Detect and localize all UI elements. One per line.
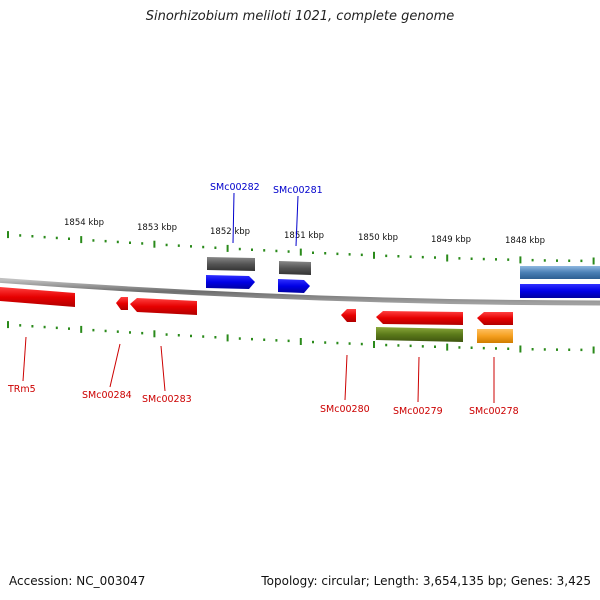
- gene-block[interactable]: [477, 329, 513, 343]
- gene-label[interactable]: SMc00283: [142, 394, 192, 405]
- cds-arrow-SMc00279[interactable]: [376, 311, 463, 325]
- gene-label[interactable]: SMc00281: [273, 185, 323, 196]
- reverse-cds-track: [0, 287, 513, 325]
- inner-tick-ring: [7, 321, 595, 354]
- gene-label[interactable]: SMc00282: [210, 182, 260, 193]
- ruler-label: 1850 kbp: [358, 233, 398, 243]
- genome-backbone: [0, 277, 600, 306]
- gene-block[interactable]: [207, 257, 255, 271]
- ruler-label: 1848 kbp: [505, 236, 545, 246]
- cds-arrow-TRm5[interactable]: [0, 287, 75, 307]
- ruler-label: 1851 kbp: [284, 231, 324, 241]
- reverse-gene-track: [376, 327, 513, 343]
- cds-arrow-SMc00281[interactable]: [278, 279, 310, 293]
- map-title: Sinorhizobium meliloti 1021, complete ge…: [145, 9, 455, 24]
- gene-label[interactable]: SMc00284: [82, 390, 132, 401]
- gene-block[interactable]: [279, 261, 311, 275]
- accession-text: Accession: NC_003047: [9, 574, 146, 588]
- gene-label[interactable]: SMc00278: [469, 406, 519, 417]
- cds-arrow-SMc00284[interactable]: [116, 297, 128, 310]
- gene-block[interactable]: [376, 327, 463, 342]
- cds-arrow-SMc00282[interactable]: [206, 275, 255, 289]
- label-leaders: [22, 192, 495, 403]
- gene-block[interactable]: [520, 266, 600, 279]
- gene-label[interactable]: SMc00279: [393, 406, 443, 417]
- gene-labels: SMc00282 SMc00281 TRm5 SMc00284 SMc00283…: [7, 182, 519, 417]
- ruler-label: 1853 kbp: [137, 223, 177, 233]
- outer-tick-ring: [7, 231, 595, 265]
- ruler-label: 1852 kbp: [210, 227, 250, 237]
- cds-arrow-SMc00283[interactable]: [130, 298, 197, 315]
- cds-arrow-unnamed[interactable]: [520, 284, 600, 298]
- ruler-label: 1849 kbp: [431, 235, 471, 245]
- cds-arrow-SMc00280[interactable]: [341, 309, 356, 322]
- gene-label[interactable]: TRm5: [7, 384, 36, 395]
- forward-gene-track: [207, 257, 600, 279]
- gene-label[interactable]: SMc00280: [320, 404, 370, 415]
- forward-cds-track: [206, 275, 600, 298]
- cds-arrow-SMc00278[interactable]: [477, 312, 513, 325]
- ruler-labels: 1854 kbp 1853 kbp 1852 kbp 1851 kbp 1850…: [64, 218, 545, 246]
- genome-summary-text: Topology: circular; Length: 3,654,135 bp…: [261, 574, 591, 588]
- ruler-label: 1854 kbp: [64, 218, 104, 228]
